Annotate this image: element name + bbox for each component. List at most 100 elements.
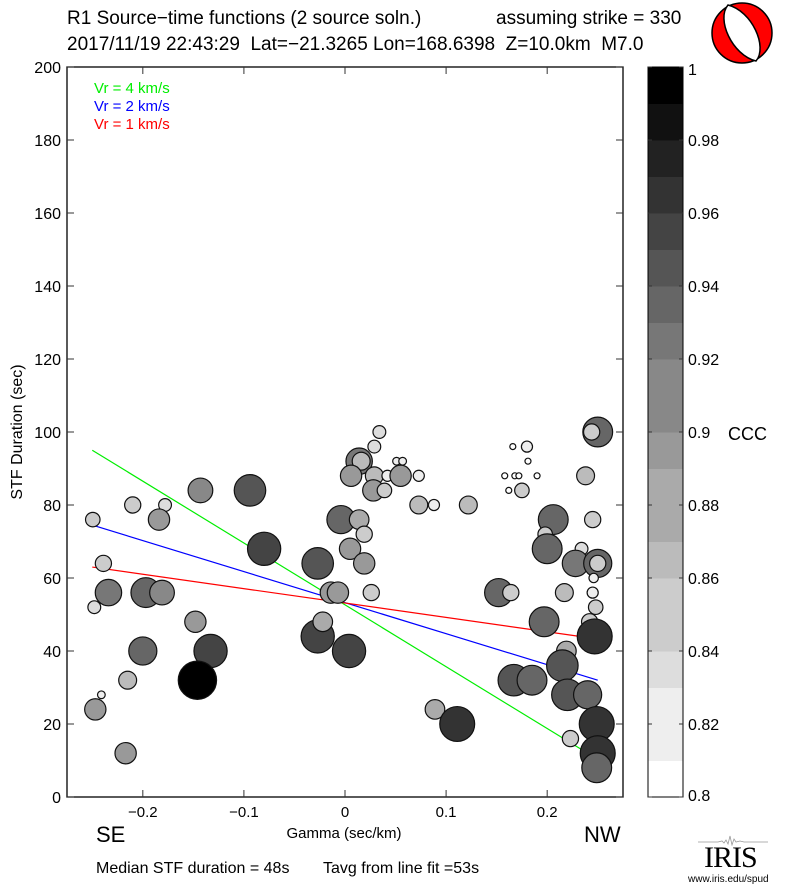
colorbar-tick-label: 0.9 bbox=[688, 425, 710, 442]
colorbar-band bbox=[648, 286, 683, 323]
colorbar-band bbox=[648, 541, 683, 579]
data-point bbox=[352, 552, 376, 575]
data-point bbox=[301, 547, 335, 580]
y-tick-label: 40 bbox=[43, 644, 61, 661]
chart-title: R1 Source−time functions (2 source soln.… bbox=[67, 8, 422, 29]
event-info: 2017/11/19 22:43:29 Lat=−21.3265 Lon=168… bbox=[67, 34, 644, 55]
strike-label: assuming strike = 330 bbox=[496, 8, 682, 29]
data-point bbox=[587, 599, 604, 616]
data-point bbox=[124, 496, 142, 514]
data-point bbox=[576, 466, 596, 486]
data-point bbox=[187, 477, 214, 504]
x-tick-label: 0.1 bbox=[436, 804, 457, 821]
colorbar-tick-label: 0.88 bbox=[688, 498, 719, 515]
colorbar-band bbox=[648, 140, 683, 177]
colorbar-band bbox=[648, 614, 683, 652]
colorbar-band bbox=[648, 578, 683, 615]
data-point bbox=[398, 456, 408, 466]
data-point bbox=[581, 752, 613, 784]
colorbar-band bbox=[648, 213, 683, 250]
y-tick-label: 140 bbox=[34, 279, 61, 296]
data-point bbox=[312, 611, 334, 633]
colorbar-band bbox=[648, 724, 683, 761]
data-point bbox=[576, 618, 613, 655]
x-axis-label: Gamma (sec/km) bbox=[286, 825, 401, 842]
x-tick-label: 0 bbox=[341, 804, 349, 821]
data-point bbox=[246, 531, 282, 567]
data-point bbox=[589, 554, 607, 573]
colorbar-band bbox=[648, 432, 683, 469]
y-tick-label: 100 bbox=[34, 425, 61, 442]
data-point bbox=[355, 525, 373, 543]
data-point bbox=[520, 440, 534, 453]
x-tick-label: 0.2 bbox=[537, 804, 558, 821]
data-point bbox=[367, 439, 382, 454]
data-point bbox=[372, 425, 387, 440]
iris-logo-text: IRIS bbox=[704, 841, 758, 874]
data-point bbox=[501, 472, 509, 480]
colorbar-band bbox=[648, 505, 683, 542]
data-point bbox=[561, 729, 580, 748]
beachball-icon bbox=[711, 2, 773, 64]
data-point bbox=[177, 660, 218, 700]
data-point bbox=[184, 610, 207, 634]
colorbar-band bbox=[648, 687, 683, 725]
seismogram-icon bbox=[698, 835, 768, 846]
tavg-text: Tavg from line fit =53s bbox=[323, 860, 480, 877]
data-point bbox=[528, 606, 560, 638]
data-point bbox=[94, 578, 123, 607]
colorbar-label: CCC bbox=[728, 424, 767, 444]
colorbar-band bbox=[648, 651, 683, 688]
direction-nw: NW bbox=[584, 822, 621, 847]
data-point bbox=[583, 510, 602, 529]
data-point bbox=[389, 464, 412, 488]
colorbar-tick-label: 0.86 bbox=[688, 571, 719, 588]
data-point bbox=[114, 741, 137, 765]
data-point bbox=[533, 472, 541, 480]
data-point bbox=[586, 586, 599, 599]
colorbar-tick-label: 0.92 bbox=[688, 352, 719, 369]
data-point bbox=[524, 457, 532, 465]
data-point bbox=[149, 579, 175, 606]
legend-entry: Vr = 1 km/s bbox=[94, 116, 170, 133]
data-point bbox=[572, 680, 603, 710]
data-point bbox=[362, 583, 380, 602]
x-tick-label: −0.1 bbox=[229, 804, 259, 821]
data-point bbox=[233, 474, 267, 507]
legend-entry: Vr = 2 km/s bbox=[94, 98, 170, 115]
colorbar-tick-label: 1 bbox=[688, 62, 697, 79]
colorbar-tick-label: 0.84 bbox=[688, 644, 719, 661]
data-point bbox=[147, 508, 171, 531]
data-point bbox=[331, 633, 367, 669]
data-point bbox=[118, 670, 138, 690]
colorbar-band bbox=[648, 760, 683, 798]
iris-logo[interactable]: IRIS www.iris.edu/spud bbox=[688, 830, 778, 885]
y-tick-label: 0 bbox=[52, 790, 61, 807]
colorbar-tick-label: 0.96 bbox=[688, 206, 719, 223]
colorbar-band bbox=[648, 249, 683, 287]
colorbar-tick-label: 0.82 bbox=[688, 717, 719, 734]
colorbar-tick-label: 0.98 bbox=[688, 133, 719, 150]
y-tick-label: 200 bbox=[34, 60, 61, 77]
colorbar-band bbox=[648, 395, 683, 433]
colorbar-band bbox=[648, 176, 683, 214]
median-stf-text: Median STF duration = 48s bbox=[96, 860, 290, 877]
data-point bbox=[502, 583, 520, 602]
y-tick-label: 20 bbox=[43, 717, 61, 734]
colorbar-band bbox=[648, 67, 683, 104]
y-tick-label: 120 bbox=[34, 352, 61, 369]
data-point bbox=[84, 511, 101, 528]
colorbar-tick-label: 0.94 bbox=[688, 279, 719, 296]
data-point bbox=[338, 537, 362, 561]
data-point bbox=[412, 469, 425, 482]
data-point bbox=[351, 451, 371, 471]
x-tick-label: −0.2 bbox=[128, 804, 158, 821]
direction-se: SE bbox=[96, 822, 126, 847]
data-point bbox=[515, 472, 523, 480]
data-point bbox=[582, 423, 601, 441]
y-axis-label: STF Duration (sec) bbox=[9, 364, 26, 499]
y-tick-label: 160 bbox=[34, 206, 61, 223]
data-point bbox=[94, 554, 113, 573]
y-tick-label: 60 bbox=[43, 571, 61, 588]
